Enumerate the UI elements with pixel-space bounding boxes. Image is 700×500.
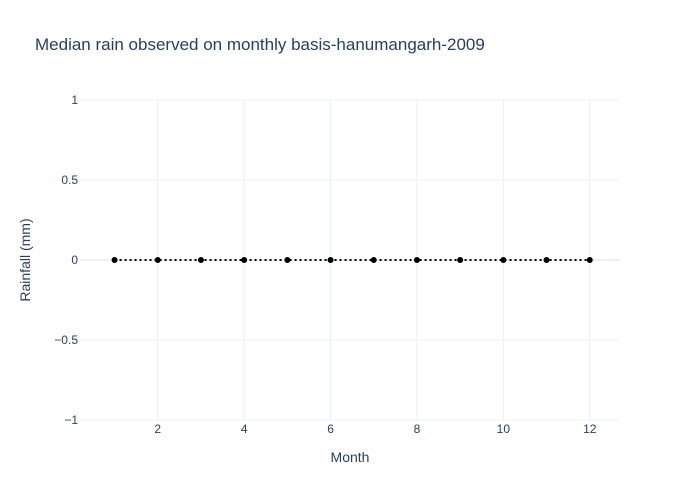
data-point: [586, 257, 593, 263]
y-tick-label: 1: [71, 93, 78, 107]
data-point: [457, 257, 464, 263]
y-axis-ticks: 1 0.5 0 −0.5 −1: [54, 93, 78, 427]
x-tick-label: 12: [583, 422, 597, 436]
x-tick-label: 6: [327, 422, 334, 436]
data-point: [154, 257, 161, 263]
x-tick-label: 2: [154, 422, 161, 436]
chart-title: Median rain observed on monthly basis-ha…: [35, 35, 485, 54]
x-axis-ticks: 2 4 6 8 10 12: [154, 422, 596, 436]
x-tick-label: 10: [497, 422, 511, 436]
x-axis-title: Month: [331, 449, 370, 465]
series-layer: [111, 257, 593, 263]
data-point: [543, 257, 550, 263]
x-tick-label: 8: [414, 422, 421, 436]
data-point: [197, 257, 204, 263]
y-tick-label: 0: [71, 253, 78, 267]
data-point: [241, 257, 248, 263]
data-point: [111, 257, 118, 263]
y-tick-label: −1: [64, 413, 78, 427]
data-point: [327, 257, 334, 263]
y-axis-title: Rainfall (mm): [17, 218, 33, 301]
data-point: [284, 257, 291, 263]
data-point: [370, 257, 377, 263]
data-point: [413, 257, 420, 263]
x-tick-label: 4: [241, 422, 248, 436]
y-tick-label: 0.5: [61, 173, 78, 187]
data-point: [500, 257, 507, 263]
y-tick-label: −0.5: [54, 333, 78, 347]
